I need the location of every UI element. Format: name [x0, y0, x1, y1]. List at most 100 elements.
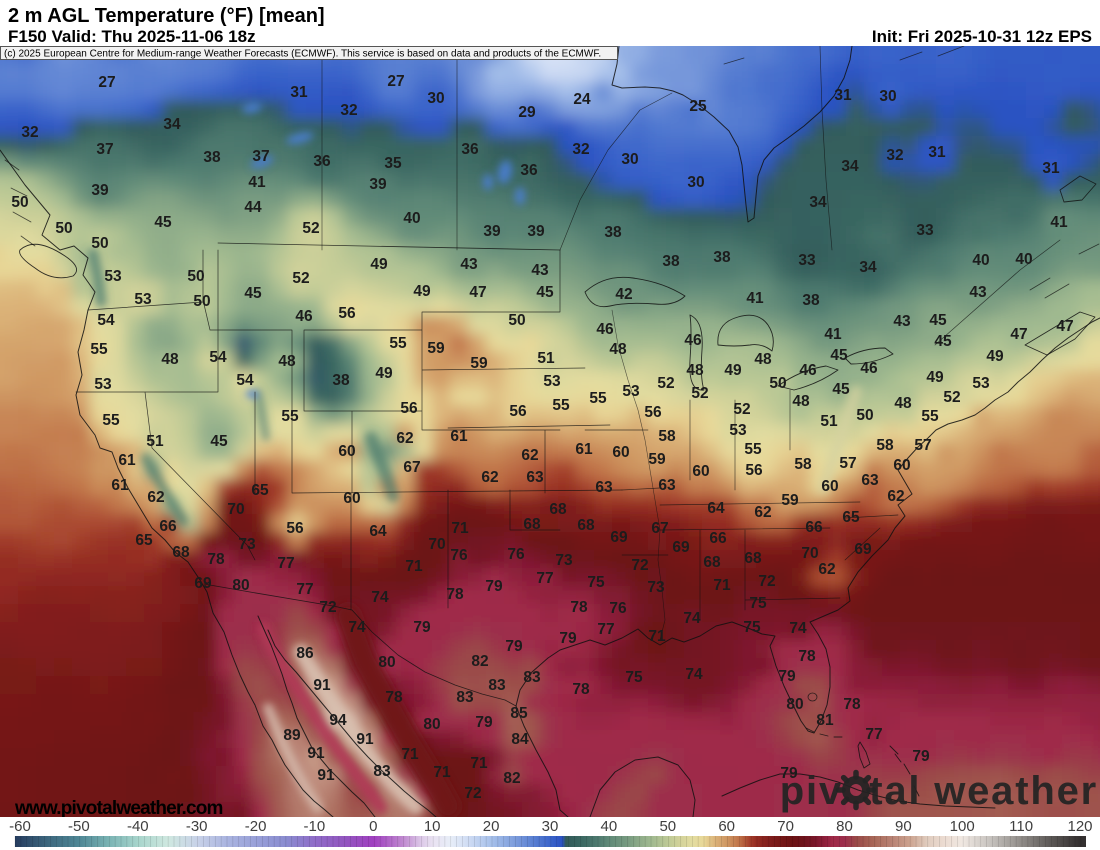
svg-text:34: 34 — [841, 158, 859, 175]
svg-text:52: 52 — [733, 401, 750, 418]
svg-text:50: 50 — [11, 194, 28, 211]
svg-text:55: 55 — [744, 441, 762, 458]
svg-text:55: 55 — [389, 335, 407, 352]
svg-text:56: 56 — [400, 400, 418, 417]
svg-text:60: 60 — [893, 457, 910, 474]
svg-text:37: 37 — [252, 148, 269, 165]
svg-text:53: 53 — [134, 291, 152, 308]
svg-text:52: 52 — [302, 220, 319, 237]
svg-text:64: 64 — [369, 523, 387, 540]
svg-text:31: 31 — [928, 144, 946, 161]
svg-text:70: 70 — [777, 818, 794, 835]
svg-text:71: 71 — [648, 628, 666, 645]
svg-text:68: 68 — [744, 550, 762, 567]
svg-text:80: 80 — [836, 818, 853, 835]
svg-text:53: 53 — [104, 268, 122, 285]
svg-text:56: 56 — [644, 404, 662, 421]
svg-text:73: 73 — [238, 536, 256, 553]
svg-text:62: 62 — [754, 504, 771, 521]
svg-text:65: 65 — [251, 482, 269, 499]
svg-text:68: 68 — [172, 544, 190, 561]
svg-text:48: 48 — [686, 362, 704, 379]
svg-text:52: 52 — [292, 270, 309, 287]
svg-text:74: 74 — [371, 589, 389, 606]
svg-text:31: 31 — [834, 87, 852, 104]
svg-text:45: 45 — [210, 433, 228, 450]
svg-text:83: 83 — [373, 763, 391, 780]
svg-text:49: 49 — [370, 256, 388, 273]
svg-text:53: 53 — [729, 422, 747, 439]
svg-text:45: 45 — [832, 381, 850, 398]
svg-text:29: 29 — [518, 104, 536, 121]
svg-text:40: 40 — [1015, 251, 1032, 268]
svg-text:57: 57 — [839, 455, 856, 472]
svg-text:110: 110 — [1009, 818, 1033, 835]
svg-text:43: 43 — [893, 313, 911, 330]
svg-text:79: 79 — [912, 748, 930, 765]
svg-text:61: 61 — [111, 477, 129, 494]
svg-text:41: 41 — [824, 326, 842, 343]
svg-text:71: 71 — [433, 764, 451, 781]
svg-text:32: 32 — [21, 124, 38, 141]
svg-text:38: 38 — [604, 224, 622, 241]
svg-text:62: 62 — [521, 447, 538, 464]
svg-text:49: 49 — [986, 348, 1004, 365]
svg-text:46: 46 — [596, 321, 614, 338]
svg-text:55: 55 — [921, 408, 939, 425]
svg-text:75: 75 — [625, 669, 643, 686]
svg-text:50: 50 — [187, 268, 204, 285]
svg-text:48: 48 — [754, 351, 772, 368]
svg-text:38: 38 — [332, 372, 350, 389]
svg-text:65: 65 — [842, 509, 860, 526]
svg-text:41: 41 — [248, 174, 266, 191]
svg-text:82: 82 — [503, 770, 520, 787]
svg-text:43: 43 — [460, 256, 478, 273]
svg-text:100: 100 — [950, 818, 975, 835]
svg-text:67: 67 — [651, 520, 668, 537]
svg-text:66: 66 — [159, 518, 177, 535]
svg-text:61: 61 — [118, 452, 136, 469]
svg-text:70: 70 — [801, 545, 818, 562]
svg-text:0: 0 — [369, 818, 377, 835]
svg-text:46: 46 — [295, 308, 313, 325]
svg-text:pivotal weather: pivotal weather — [780, 769, 1098, 813]
svg-text:49: 49 — [724, 362, 742, 379]
svg-text:80: 80 — [423, 716, 440, 733]
svg-text:80: 80 — [232, 577, 249, 594]
svg-text:55: 55 — [102, 412, 120, 429]
svg-text:71: 71 — [405, 558, 423, 575]
svg-text:58: 58 — [794, 456, 812, 473]
svg-text:39: 39 — [91, 182, 109, 199]
svg-text:10: 10 — [424, 818, 441, 835]
svg-text:76: 76 — [450, 547, 468, 564]
svg-text:41: 41 — [1050, 214, 1068, 231]
svg-text:Init: Fri 2025-10-31 12z EPS: Init: Fri 2025-10-31 12z EPS — [872, 27, 1092, 46]
svg-text:74: 74 — [683, 610, 701, 627]
svg-text:53: 53 — [622, 383, 640, 400]
svg-text:77: 77 — [277, 555, 294, 572]
svg-text:68: 68 — [577, 517, 595, 534]
svg-text:74: 74 — [348, 619, 366, 636]
svg-text:47: 47 — [469, 284, 486, 301]
svg-text:50: 50 — [55, 220, 72, 237]
svg-text:53: 53 — [972, 375, 990, 392]
svg-text:55: 55 — [552, 397, 570, 414]
svg-text:27: 27 — [387, 73, 404, 90]
svg-text:38: 38 — [662, 253, 680, 270]
svg-text:51: 51 — [820, 413, 838, 430]
svg-text:-60: -60 — [9, 818, 31, 835]
svg-text:2 m AGL Temperature (°F) [mean: 2 m AGL Temperature (°F) [mean] — [8, 5, 325, 27]
svg-text:60: 60 — [692, 463, 709, 480]
svg-text:91: 91 — [317, 767, 335, 784]
svg-text:71: 71 — [470, 755, 488, 772]
svg-text:27: 27 — [98, 74, 115, 91]
svg-text:48: 48 — [278, 353, 296, 370]
svg-text:49: 49 — [413, 283, 431, 300]
svg-text:39: 39 — [483, 223, 501, 240]
svg-text:49: 49 — [926, 369, 944, 386]
svg-text:48: 48 — [609, 341, 627, 358]
svg-text:57: 57 — [914, 437, 931, 454]
svg-text:68: 68 — [549, 501, 567, 518]
svg-text:20: 20 — [483, 818, 500, 835]
svg-text:35: 35 — [384, 155, 402, 172]
